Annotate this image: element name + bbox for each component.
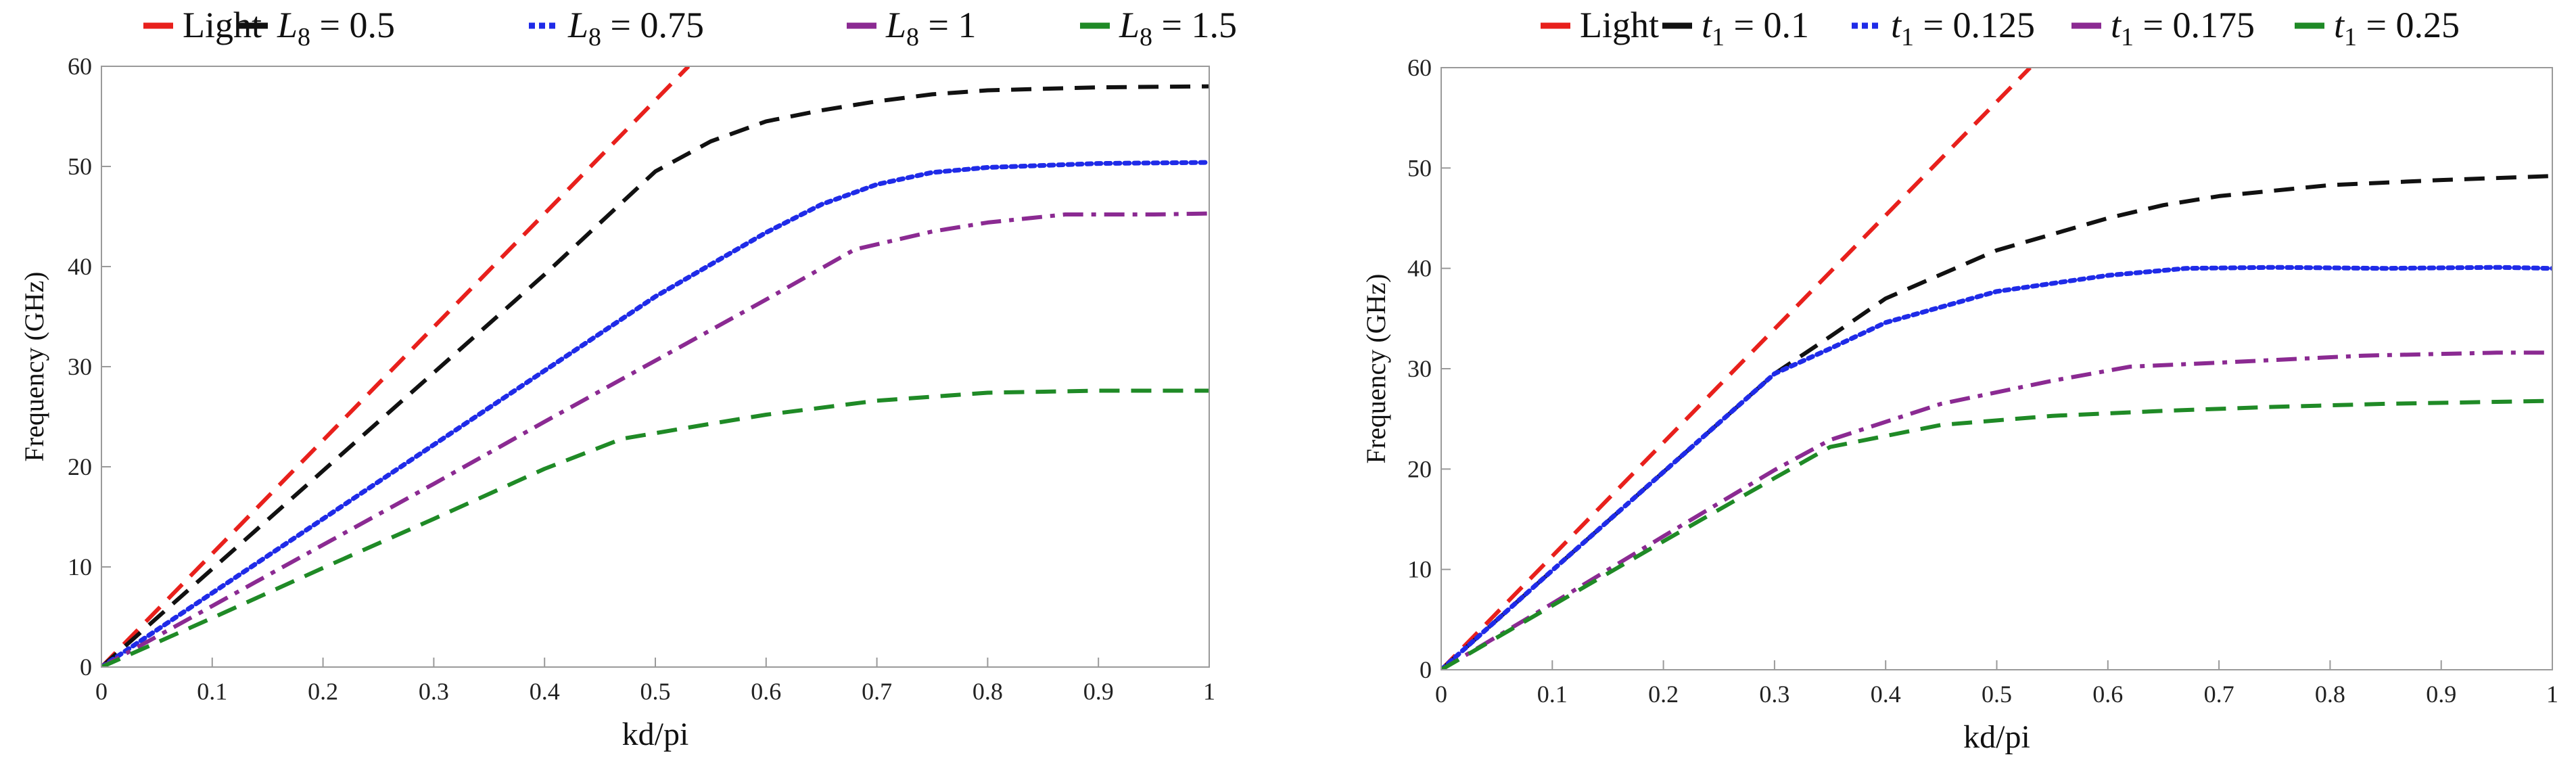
legend-entry: L8 = 0.75 xyxy=(529,5,704,51)
legend-var: L xyxy=(277,5,298,45)
axes-frame xyxy=(1441,67,2553,670)
y-tick-label: 20 xyxy=(68,453,92,480)
legend-sub: 8 xyxy=(906,23,919,51)
axes-frame xyxy=(101,66,1210,668)
legend-var: t xyxy=(1702,5,1713,45)
y-tick-label: 30 xyxy=(1407,355,1432,382)
series-group xyxy=(1441,68,2552,670)
y-tick-label: 60 xyxy=(68,53,92,80)
x-tick-label: 0.7 xyxy=(862,678,892,705)
legend-label: L8 = 0.5 xyxy=(277,5,395,51)
x-tick-label: 0.5 xyxy=(1982,681,2012,708)
x-tick-label: 0.2 xyxy=(1648,681,1679,708)
x-tick-label: 0.4 xyxy=(530,678,560,705)
x-axis-label: kd/pi xyxy=(1963,719,2030,755)
legend-var: t xyxy=(2334,5,2345,45)
series-line-0 xyxy=(1441,68,2032,670)
legend-value: = 0.1 xyxy=(1725,5,1809,45)
x-tick-label: 0 xyxy=(1435,681,1447,708)
y-tick-label: 10 xyxy=(68,553,92,580)
series-line-0 xyxy=(101,66,690,667)
series-line-1 xyxy=(101,84,1209,667)
legend-value: = 0.125 xyxy=(1914,5,2035,45)
series-line-2 xyxy=(101,160,1209,667)
x-tick-label: 0.2 xyxy=(308,678,338,705)
legend-var: t xyxy=(2111,5,2122,45)
x-tick-label: 0.1 xyxy=(197,678,227,705)
series-group xyxy=(101,66,1209,667)
x-tick-label: 0.3 xyxy=(1759,681,1789,708)
y-axis-label: Frequency (GHz) xyxy=(19,272,49,462)
legend-sub: 1 xyxy=(2344,23,2357,51)
legend-label: L8 = 1 xyxy=(885,5,977,51)
series-line-2 xyxy=(1441,265,2552,670)
y-tick-label: 20 xyxy=(1407,455,1432,482)
x-tick-label: 0.6 xyxy=(2092,681,2123,708)
legend-label: t1 = 0.1 xyxy=(1702,5,1809,51)
x-axis-label: kd/pi xyxy=(622,716,689,752)
legend-var: L xyxy=(567,5,588,45)
x-tick-label: 0 xyxy=(95,678,108,705)
legend-value: = 1.5 xyxy=(1152,5,1237,45)
y-tick-label: 50 xyxy=(1407,154,1432,181)
y-tick-label: 0 xyxy=(80,654,92,681)
legend-entry: t1 = 0.25 xyxy=(2295,5,2460,51)
chart-left: 0 0.1 0.2 0.3 0.4 0.5 0.6 0.7 0.8 0.9 101020304050… xyxy=(19,5,1237,752)
legend-label: L8 = 1.5 xyxy=(1119,5,1237,51)
x-tick-label: 0.7 xyxy=(2204,681,2234,708)
legend-entry: t1 = 0.1 xyxy=(1662,5,1809,51)
series-line-3 xyxy=(1441,350,2552,670)
y-axis-label: Frequency (GHz) xyxy=(1361,274,1391,464)
x-tick-label: 1 xyxy=(2546,681,2558,708)
legend-entry: L8 = 0.5 xyxy=(238,5,395,51)
legend-var: L xyxy=(885,5,906,45)
legend-var: t xyxy=(1891,5,1902,45)
legend-var: L xyxy=(1119,5,1140,45)
legend-value: = 0.75 xyxy=(601,5,704,45)
series-line-3 xyxy=(101,211,1209,667)
legend-value: = 0.5 xyxy=(310,5,395,45)
x-tick-label: 0.9 xyxy=(1083,678,1114,705)
series-line-1 xyxy=(1441,174,2552,670)
legend-label: L8 = 0.75 xyxy=(567,5,704,51)
legend-entry: L8 = 1.5 xyxy=(1080,5,1237,51)
legend-entry: t1 = 0.175 xyxy=(2071,5,2255,51)
x-tick-label: 0.9 xyxy=(2426,681,2456,708)
legend-sub: 1 xyxy=(2121,23,2134,51)
x-tick-label: 0.1 xyxy=(1537,681,1568,708)
legend-label: t1 = 0.175 xyxy=(2111,5,2255,51)
x-tick-label: 0.6 xyxy=(751,678,781,705)
y-tick-label: 10 xyxy=(1407,556,1432,583)
x-tick-label: 0.5 xyxy=(640,678,671,705)
x-tick-label: 0.8 xyxy=(973,678,1003,705)
y-tick-label: 40 xyxy=(68,253,92,280)
x-tick-label: 0.3 xyxy=(419,678,449,705)
legend-label: Light xyxy=(1580,5,1659,45)
x-tick-label: 0.4 xyxy=(1871,681,1901,708)
x-tick-label: 0.8 xyxy=(2315,681,2345,708)
legend-entry: Light xyxy=(1541,5,1659,45)
legend-label: t1 = 0.25 xyxy=(2334,5,2460,51)
y-tick-label: 0 xyxy=(1420,656,1432,683)
y-tick-label: 40 xyxy=(1407,255,1432,282)
legend-sub: 8 xyxy=(1140,23,1152,51)
x-tick-label: 1 xyxy=(1203,678,1215,705)
legend-entry: L8 = 1 xyxy=(847,5,977,51)
y-tick-label: 50 xyxy=(68,153,92,180)
legend-sub: 8 xyxy=(298,23,310,51)
y-tick-label: 60 xyxy=(1407,54,1432,81)
legend-sub: 1 xyxy=(1712,23,1725,51)
y-tick-label: 30 xyxy=(68,353,92,380)
legend-value: = 0.25 xyxy=(2357,5,2460,45)
legend-sub: 8 xyxy=(588,23,601,51)
legend-label: t1 = 0.125 xyxy=(1891,5,2035,51)
chart-right: 0 0.1 0.2 0.3 0.4 0.5 0.6 0.7 0.8 0.9 101020304050… xyxy=(1361,5,2558,755)
legend-sub: 1 xyxy=(1901,23,1914,51)
legend-entry: t1 = 0.125 xyxy=(1852,5,2035,51)
legend-value: = 1 xyxy=(919,5,976,45)
series-line-4 xyxy=(101,388,1209,667)
series-line-4 xyxy=(1441,398,2552,670)
legend-value: = 0.175 xyxy=(2134,5,2255,45)
